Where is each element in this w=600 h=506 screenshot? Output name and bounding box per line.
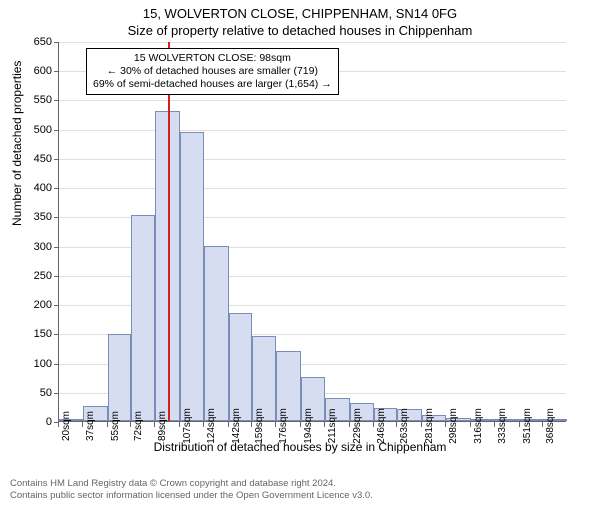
chart-container: 15 WOLVERTON CLOSE: 98sqm ← 30% of detac… xyxy=(58,42,566,422)
ytick-mark xyxy=(54,276,59,277)
xtick-label: 124sqm xyxy=(206,408,217,444)
ytick-mark xyxy=(54,100,59,101)
x-axis-label: Distribution of detached houses by size … xyxy=(0,440,600,454)
xtick-label: 333sqm xyxy=(497,408,508,444)
ytick-mark xyxy=(54,334,59,335)
xtick-label: 142sqm xyxy=(231,408,242,444)
xtick-label: 246sqm xyxy=(376,408,387,444)
histogram-bar xyxy=(180,132,204,421)
xtick-mark xyxy=(107,422,108,427)
histogram-bar xyxy=(204,246,229,421)
xtick-label: 55sqm xyxy=(110,411,121,441)
xtick-mark xyxy=(179,422,180,427)
footer-line1: Contains HM Land Registry data © Crown c… xyxy=(10,478,373,490)
gridline xyxy=(59,130,566,131)
ytick-mark xyxy=(54,217,59,218)
ytick-label: 500 xyxy=(22,124,52,136)
ytick-mark xyxy=(54,42,59,43)
ytick-label: 250 xyxy=(22,270,52,282)
xtick-label: 107sqm xyxy=(182,408,193,444)
xtick-label: 211sqm xyxy=(327,409,338,444)
footer-line2: Contains public sector information licen… xyxy=(10,490,373,502)
xtick-mark xyxy=(251,422,252,427)
ytick-label: 300 xyxy=(22,241,52,253)
ytick-mark xyxy=(54,188,59,189)
xtick-label: 176sqm xyxy=(278,408,289,444)
page-title: 15, WOLVERTON CLOSE, CHIPPENHAM, SN14 0F… xyxy=(0,6,600,21)
xtick-label: 20sqm xyxy=(61,411,72,441)
xtick-label: 159sqm xyxy=(254,408,265,444)
xtick-label: 316sqm xyxy=(473,408,484,444)
ytick-label: 200 xyxy=(22,299,52,311)
xtick-mark xyxy=(349,422,350,427)
xtick-mark xyxy=(494,422,495,427)
ytick-mark xyxy=(54,159,59,160)
annotation-line2: ← 30% of detached houses are smaller (71… xyxy=(93,65,332,78)
xtick-mark xyxy=(396,422,397,427)
ytick-mark xyxy=(54,364,59,365)
ytick-label: 650 xyxy=(22,36,52,48)
histogram-bar xyxy=(229,313,253,421)
ytick-label: 350 xyxy=(22,211,52,223)
xtick-label: 229sqm xyxy=(352,408,363,444)
ytick-label: 0 xyxy=(22,416,52,428)
gridline xyxy=(59,42,566,43)
xtick-label: 281sqm xyxy=(424,408,435,444)
ytick-label: 600 xyxy=(22,65,52,77)
xtick-mark xyxy=(519,422,520,427)
xtick-mark xyxy=(275,422,276,427)
page-subtitle: Size of property relative to detached ho… xyxy=(0,23,600,38)
histogram-bar xyxy=(108,334,132,421)
gridline xyxy=(59,188,566,189)
xtick-label: 194sqm xyxy=(303,408,314,444)
ytick-label: 400 xyxy=(22,182,52,194)
xtick-mark xyxy=(421,422,422,427)
xtick-mark xyxy=(300,422,301,427)
xtick-mark xyxy=(130,422,131,427)
xtick-mark xyxy=(324,422,325,427)
xtick-mark xyxy=(154,422,155,427)
ytick-label: 550 xyxy=(22,94,52,106)
footer: Contains HM Land Registry data © Crown c… xyxy=(10,478,373,502)
xtick-mark xyxy=(82,422,83,427)
xtick-label: 368sqm xyxy=(545,408,556,444)
annotation-line3: 69% of semi-detached houses are larger (… xyxy=(93,78,332,91)
ytick-label: 100 xyxy=(22,358,52,370)
ytick-label: 150 xyxy=(22,328,52,340)
xtick-label: 298sqm xyxy=(448,408,459,444)
ytick-mark xyxy=(54,393,59,394)
xtick-mark xyxy=(58,422,59,427)
ytick-mark xyxy=(54,130,59,131)
xtick-label: 89sqm xyxy=(157,411,168,441)
xtick-label: 72sqm xyxy=(133,411,144,441)
ytick-mark xyxy=(54,71,59,72)
xtick-mark xyxy=(542,422,543,427)
plot-area xyxy=(58,42,566,422)
marker-line xyxy=(168,42,170,421)
xtick-label: 263sqm xyxy=(399,408,410,444)
xtick-mark xyxy=(470,422,471,427)
gridline xyxy=(59,100,566,101)
ytick-mark xyxy=(54,247,59,248)
ytick-label: 50 xyxy=(22,387,52,399)
xtick-mark xyxy=(445,422,446,427)
xtick-label: 351sqm xyxy=(522,408,533,444)
histogram-bar xyxy=(131,215,155,421)
ytick-mark xyxy=(54,305,59,306)
xtick-label: 37sqm xyxy=(85,411,96,441)
annotation-line1: 15 WOLVERTON CLOSE: 98sqm xyxy=(93,52,332,65)
y-axis-label: Number of detached properties xyxy=(10,61,24,226)
annotation-box: 15 WOLVERTON CLOSE: 98sqm ← 30% of detac… xyxy=(86,48,339,95)
xtick-mark xyxy=(228,422,229,427)
xtick-mark xyxy=(373,422,374,427)
ytick-label: 450 xyxy=(22,153,52,165)
xtick-mark xyxy=(203,422,204,427)
gridline xyxy=(59,159,566,160)
